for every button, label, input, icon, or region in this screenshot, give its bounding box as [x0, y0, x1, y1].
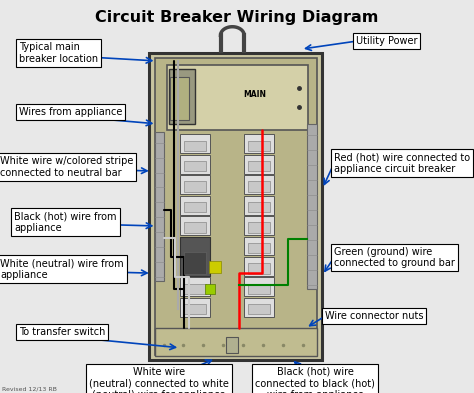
Text: To transfer switch: To transfer switch [19, 327, 105, 337]
FancyBboxPatch shape [245, 277, 274, 296]
FancyBboxPatch shape [245, 216, 274, 235]
FancyBboxPatch shape [184, 252, 206, 274]
FancyBboxPatch shape [245, 155, 274, 174]
FancyBboxPatch shape [169, 69, 195, 124]
FancyBboxPatch shape [248, 284, 270, 294]
FancyBboxPatch shape [184, 304, 206, 314]
Text: MAIN: MAIN [243, 90, 266, 99]
FancyBboxPatch shape [245, 237, 274, 255]
Text: Wire connector nuts: Wire connector nuts [325, 311, 423, 321]
Text: Green (ground) wire
connected to ground bar: Green (ground) wire connected to ground … [334, 247, 455, 268]
Text: Black (hot) wire
connected to black (hot)
wire from appliance: Black (hot) wire connected to black (hot… [255, 367, 375, 393]
FancyBboxPatch shape [181, 277, 210, 296]
FancyBboxPatch shape [248, 222, 270, 233]
FancyBboxPatch shape [184, 222, 206, 233]
FancyBboxPatch shape [184, 182, 206, 192]
FancyBboxPatch shape [170, 77, 189, 120]
FancyBboxPatch shape [245, 134, 274, 153]
FancyBboxPatch shape [181, 175, 210, 194]
FancyBboxPatch shape [248, 141, 270, 151]
FancyBboxPatch shape [166, 65, 309, 130]
FancyBboxPatch shape [248, 182, 270, 192]
FancyBboxPatch shape [248, 161, 270, 171]
FancyBboxPatch shape [155, 58, 317, 355]
FancyBboxPatch shape [248, 243, 270, 253]
FancyBboxPatch shape [226, 337, 238, 353]
FancyBboxPatch shape [184, 284, 206, 294]
FancyBboxPatch shape [181, 134, 210, 153]
FancyBboxPatch shape [245, 298, 274, 317]
FancyBboxPatch shape [181, 216, 210, 235]
FancyBboxPatch shape [307, 124, 317, 289]
Text: Typical main
breaker location: Typical main breaker location [19, 42, 98, 64]
FancyBboxPatch shape [181, 257, 210, 276]
FancyBboxPatch shape [181, 196, 210, 215]
FancyBboxPatch shape [184, 263, 206, 274]
FancyBboxPatch shape [181, 237, 210, 276]
FancyBboxPatch shape [181, 155, 210, 174]
FancyBboxPatch shape [248, 304, 270, 314]
Text: Red (hot) wire connected to
appliance circuit breaker: Red (hot) wire connected to appliance ci… [334, 152, 470, 174]
FancyBboxPatch shape [184, 202, 206, 212]
FancyBboxPatch shape [184, 161, 206, 171]
FancyBboxPatch shape [245, 257, 274, 276]
Text: White wire
(neutral) connected to white
(neutral) wire for appliance: White wire (neutral) connected to white … [89, 367, 229, 393]
FancyBboxPatch shape [181, 298, 210, 317]
Text: Revised 12/13 RB: Revised 12/13 RB [2, 386, 57, 391]
FancyBboxPatch shape [245, 175, 274, 194]
FancyBboxPatch shape [248, 263, 270, 274]
FancyBboxPatch shape [155, 132, 164, 281]
FancyBboxPatch shape [248, 202, 270, 212]
FancyBboxPatch shape [184, 141, 206, 151]
FancyBboxPatch shape [181, 237, 210, 255]
Text: White wire w/colored stripe
connected to neutral bar: White wire w/colored stripe connected to… [0, 156, 133, 178]
Text: Utility Power: Utility Power [356, 36, 417, 46]
Text: White (neutral) wire from
appliance: White (neutral) wire from appliance [0, 259, 124, 280]
Text: Black (hot) wire from
appliance: Black (hot) wire from appliance [14, 211, 117, 233]
FancyBboxPatch shape [155, 328, 317, 356]
Text: Circuit Breaker Wiring Diagram: Circuit Breaker Wiring Diagram [95, 10, 379, 25]
Text: Wires from appliance: Wires from appliance [19, 107, 122, 117]
FancyBboxPatch shape [245, 196, 274, 215]
FancyBboxPatch shape [149, 53, 322, 360]
FancyBboxPatch shape [184, 243, 206, 253]
